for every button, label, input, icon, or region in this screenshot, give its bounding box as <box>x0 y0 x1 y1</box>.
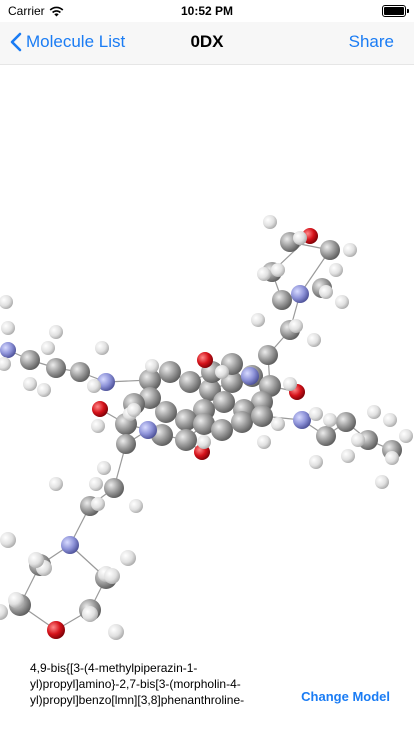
atom-layer <box>0 215 413 640</box>
atom-h <box>251 313 265 327</box>
atom-c <box>159 361 181 383</box>
atom-h <box>145 359 159 373</box>
atom-c <box>251 405 273 427</box>
atom-n <box>293 411 311 429</box>
atom-h <box>127 403 141 417</box>
atom-c <box>179 371 201 393</box>
atom-c <box>20 350 40 370</box>
molecule-name: 4,9-bis{[3-(4-methylpiperazin-1-yl)propy… <box>30 660 285 710</box>
atom-h <box>257 435 271 449</box>
atom-c <box>336 412 356 432</box>
atom-h <box>49 477 63 491</box>
atom-h <box>309 455 323 469</box>
atom-c <box>213 391 235 413</box>
atom-h <box>82 606 98 622</box>
atom-n <box>291 285 309 303</box>
atom-h <box>0 357 11 371</box>
atom-c <box>316 426 336 446</box>
atom-c <box>116 434 136 454</box>
atom-h <box>307 333 321 347</box>
atom-h <box>197 435 211 449</box>
atom-h <box>383 413 397 427</box>
atom-h <box>215 365 229 379</box>
atom-h <box>0 604 8 620</box>
atom-h <box>0 532 16 548</box>
atom-h <box>289 319 303 333</box>
atom-h <box>309 407 323 421</box>
atom-h <box>385 451 399 465</box>
atom-h <box>97 461 111 475</box>
atom-c <box>320 240 340 260</box>
atom-h <box>87 379 101 393</box>
battery-icon <box>382 5 406 17</box>
atom-h <box>257 267 271 281</box>
atom-h <box>95 341 109 355</box>
atom-h <box>89 477 103 491</box>
atom-h <box>399 429 413 443</box>
atom-h <box>283 377 297 391</box>
atom-h <box>271 263 285 277</box>
atom-h <box>120 550 136 566</box>
atom-h <box>104 568 120 584</box>
atom-o <box>92 401 108 417</box>
atom-h <box>271 417 285 431</box>
atom-h <box>0 295 13 309</box>
atom-c <box>272 290 292 310</box>
atom-h <box>28 552 44 568</box>
atom-h <box>1 321 15 335</box>
atom-h <box>341 449 355 463</box>
atom-h <box>343 243 357 257</box>
atom-h <box>293 231 307 245</box>
atom-o <box>47 621 65 639</box>
atom-c <box>211 419 233 441</box>
atom-h <box>37 383 51 397</box>
atom-h <box>108 624 124 640</box>
atom-h <box>91 497 105 511</box>
change-model-button[interactable]: Change Model <box>301 689 390 704</box>
atom-h <box>335 295 349 309</box>
atom-n <box>241 367 259 385</box>
atom-h <box>91 419 105 433</box>
atom-h <box>367 405 381 419</box>
navigation-bar: Molecule List 0DX Share <box>0 22 414 65</box>
atom-h <box>49 325 63 339</box>
atom-h <box>23 377 37 391</box>
atom-c <box>175 429 197 451</box>
molecule-3d-view[interactable] <box>0 64 414 674</box>
atom-h <box>129 499 143 513</box>
status-bar: Carrier 10:52 PM <box>0 0 414 22</box>
atom-h <box>8 592 24 608</box>
atom-c <box>104 478 124 498</box>
atom-h <box>263 215 277 229</box>
atom-h <box>375 475 389 489</box>
atom-c <box>46 358 66 378</box>
atom-c <box>70 362 90 382</box>
atom-h <box>41 341 55 355</box>
atom-h <box>319 285 333 299</box>
atom-c <box>258 345 278 365</box>
atom-n <box>0 342 16 358</box>
atom-h <box>323 413 337 427</box>
atom-n <box>61 536 79 554</box>
share-button[interactable]: Share <box>349 32 394 52</box>
atom-h <box>329 263 343 277</box>
status-time: 10:52 PM <box>0 4 414 18</box>
atom-c <box>231 411 253 433</box>
atom-n <box>139 421 157 439</box>
atom-o <box>197 352 213 368</box>
atom-h <box>351 433 365 447</box>
